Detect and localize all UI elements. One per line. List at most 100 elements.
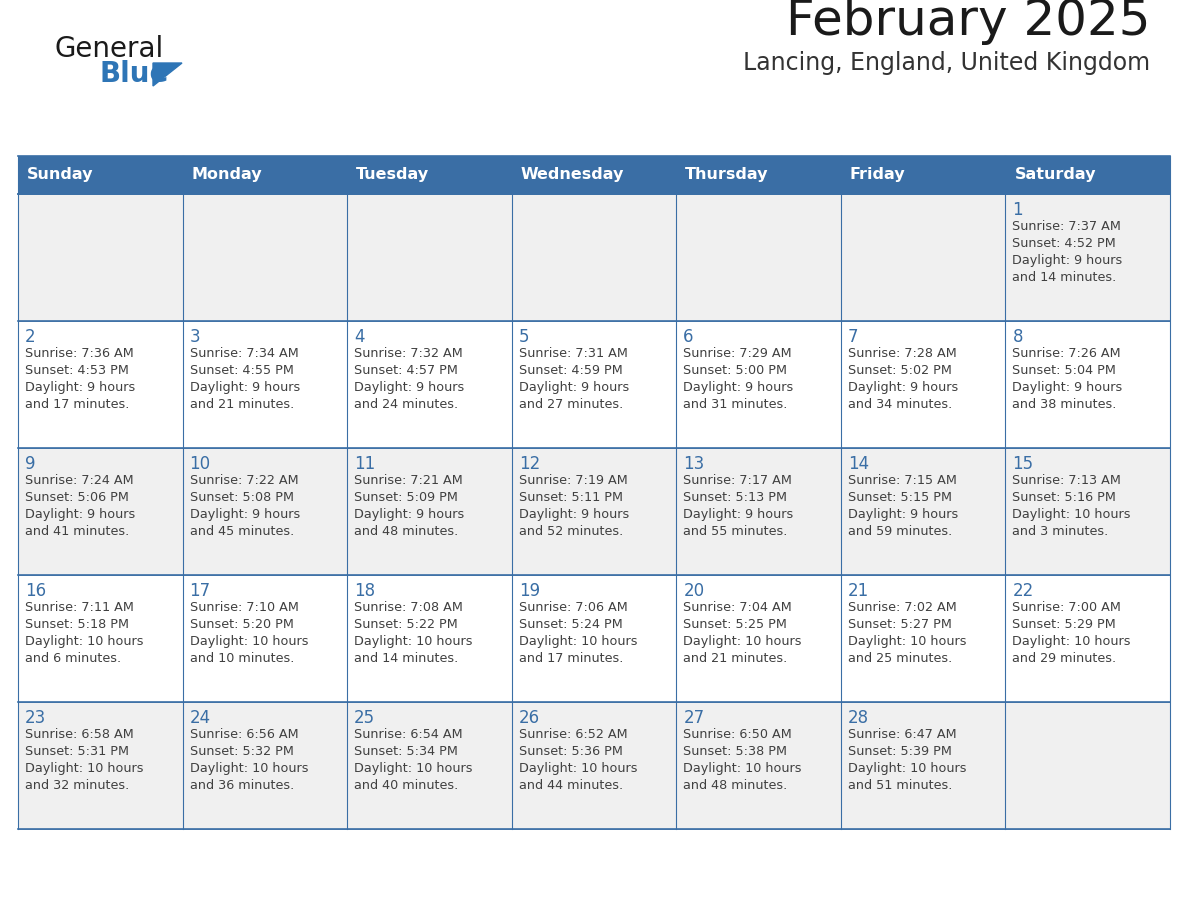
Bar xyxy=(676,194,841,321)
Text: Sunrise: 7:13 AM: Sunrise: 7:13 AM xyxy=(1012,474,1121,487)
Bar xyxy=(676,448,841,575)
Bar xyxy=(1005,702,1170,829)
Text: 25: 25 xyxy=(354,709,375,727)
Text: Sunrise: 7:24 AM: Sunrise: 7:24 AM xyxy=(25,474,133,487)
Text: Sunset: 5:36 PM: Sunset: 5:36 PM xyxy=(519,745,623,758)
Text: Daylight: 10 hours: Daylight: 10 hours xyxy=(519,635,637,648)
Text: Sunset: 5:00 PM: Sunset: 5:00 PM xyxy=(683,364,788,377)
Text: 19: 19 xyxy=(519,582,539,600)
Text: 5: 5 xyxy=(519,328,529,346)
Text: Sunrise: 6:58 AM: Sunrise: 6:58 AM xyxy=(25,728,134,741)
Text: Sunrise: 7:34 AM: Sunrise: 7:34 AM xyxy=(190,347,298,360)
Text: and 17 minutes.: and 17 minutes. xyxy=(519,652,623,665)
Text: Daylight: 9 hours: Daylight: 9 hours xyxy=(190,381,299,394)
Text: and 34 minutes.: and 34 minutes. xyxy=(848,398,952,411)
Text: Sunset: 5:15 PM: Sunset: 5:15 PM xyxy=(848,491,952,504)
Bar xyxy=(676,702,841,829)
Text: Sunset: 5:18 PM: Sunset: 5:18 PM xyxy=(25,618,129,631)
Text: 20: 20 xyxy=(683,582,704,600)
Bar xyxy=(18,194,183,321)
Text: and 25 minutes.: and 25 minutes. xyxy=(848,652,952,665)
Text: Daylight: 10 hours: Daylight: 10 hours xyxy=(683,762,802,775)
Bar xyxy=(183,156,347,194)
Text: and 21 minutes.: and 21 minutes. xyxy=(683,652,788,665)
Text: 8: 8 xyxy=(1012,328,1023,346)
Bar xyxy=(183,194,347,321)
Text: Daylight: 9 hours: Daylight: 9 hours xyxy=(683,381,794,394)
Text: Daylight: 9 hours: Daylight: 9 hours xyxy=(354,508,465,521)
Text: and 14 minutes.: and 14 minutes. xyxy=(1012,271,1117,284)
Text: Sunrise: 7:36 AM: Sunrise: 7:36 AM xyxy=(25,347,134,360)
Text: Daylight: 9 hours: Daylight: 9 hours xyxy=(25,508,135,521)
Text: and 52 minutes.: and 52 minutes. xyxy=(519,525,623,538)
Text: and 29 minutes.: and 29 minutes. xyxy=(1012,652,1117,665)
Text: Tuesday: Tuesday xyxy=(356,167,429,183)
Text: and 3 minutes.: and 3 minutes. xyxy=(1012,525,1108,538)
Text: Daylight: 9 hours: Daylight: 9 hours xyxy=(683,508,794,521)
Text: 26: 26 xyxy=(519,709,539,727)
Bar xyxy=(18,156,183,194)
Text: 11: 11 xyxy=(354,455,375,473)
Text: Saturday: Saturday xyxy=(1015,167,1095,183)
Text: Sunset: 4:53 PM: Sunset: 4:53 PM xyxy=(25,364,128,377)
Text: and 32 minutes.: and 32 minutes. xyxy=(25,779,129,792)
Bar xyxy=(512,575,676,702)
Text: Sunrise: 7:11 AM: Sunrise: 7:11 AM xyxy=(25,601,134,614)
Text: Sunset: 5:20 PM: Sunset: 5:20 PM xyxy=(190,618,293,631)
Text: Sunset: 5:27 PM: Sunset: 5:27 PM xyxy=(848,618,952,631)
Bar xyxy=(512,156,676,194)
Text: Sunset: 5:16 PM: Sunset: 5:16 PM xyxy=(1012,491,1117,504)
Text: Sunset: 4:55 PM: Sunset: 4:55 PM xyxy=(190,364,293,377)
Text: 1: 1 xyxy=(1012,201,1023,219)
Text: and 17 minutes.: and 17 minutes. xyxy=(25,398,129,411)
Text: and 24 minutes.: and 24 minutes. xyxy=(354,398,459,411)
Text: Sunday: Sunday xyxy=(27,167,94,183)
Text: Sunset: 5:02 PM: Sunset: 5:02 PM xyxy=(848,364,952,377)
Text: 10: 10 xyxy=(190,455,210,473)
Text: Daylight: 10 hours: Daylight: 10 hours xyxy=(848,635,966,648)
Text: Sunrise: 6:52 AM: Sunrise: 6:52 AM xyxy=(519,728,627,741)
Text: 21: 21 xyxy=(848,582,870,600)
Text: and 31 minutes.: and 31 minutes. xyxy=(683,398,788,411)
Text: Daylight: 10 hours: Daylight: 10 hours xyxy=(1012,508,1131,521)
Bar xyxy=(841,156,1005,194)
Bar xyxy=(347,156,512,194)
Bar xyxy=(1005,575,1170,702)
Text: and 21 minutes.: and 21 minutes. xyxy=(190,398,293,411)
Text: 4: 4 xyxy=(354,328,365,346)
Text: Sunrise: 7:00 AM: Sunrise: 7:00 AM xyxy=(1012,601,1121,614)
Text: 12: 12 xyxy=(519,455,541,473)
Text: 9: 9 xyxy=(25,455,36,473)
Text: and 38 minutes.: and 38 minutes. xyxy=(1012,398,1117,411)
Text: Sunrise: 7:06 AM: Sunrise: 7:06 AM xyxy=(519,601,627,614)
Text: and 48 minutes.: and 48 minutes. xyxy=(683,779,788,792)
Text: Sunset: 5:29 PM: Sunset: 5:29 PM xyxy=(1012,618,1117,631)
Text: Daylight: 9 hours: Daylight: 9 hours xyxy=(354,381,465,394)
Text: Sunrise: 6:56 AM: Sunrise: 6:56 AM xyxy=(190,728,298,741)
Text: Monday: Monday xyxy=(191,167,263,183)
Text: 2: 2 xyxy=(25,328,36,346)
Bar xyxy=(347,702,512,829)
Text: Sunrise: 7:28 AM: Sunrise: 7:28 AM xyxy=(848,347,956,360)
Text: 18: 18 xyxy=(354,582,375,600)
Text: and 41 minutes.: and 41 minutes. xyxy=(25,525,129,538)
Text: Sunset: 5:25 PM: Sunset: 5:25 PM xyxy=(683,618,788,631)
Text: Sunset: 5:06 PM: Sunset: 5:06 PM xyxy=(25,491,128,504)
Text: Daylight: 10 hours: Daylight: 10 hours xyxy=(683,635,802,648)
Text: and 40 minutes.: and 40 minutes. xyxy=(354,779,459,792)
Text: Sunrise: 7:10 AM: Sunrise: 7:10 AM xyxy=(190,601,298,614)
Text: Thursday: Thursday xyxy=(685,167,769,183)
Bar xyxy=(512,448,676,575)
Text: 17: 17 xyxy=(190,582,210,600)
Bar xyxy=(841,575,1005,702)
Bar xyxy=(841,321,1005,448)
Text: 14: 14 xyxy=(848,455,868,473)
Text: 16: 16 xyxy=(25,582,46,600)
Text: Daylight: 9 hours: Daylight: 9 hours xyxy=(1012,254,1123,267)
Bar xyxy=(347,321,512,448)
Text: Sunset: 5:38 PM: Sunset: 5:38 PM xyxy=(683,745,788,758)
Bar xyxy=(676,156,841,194)
Text: Sunrise: 7:02 AM: Sunrise: 7:02 AM xyxy=(848,601,956,614)
Text: Sunrise: 7:22 AM: Sunrise: 7:22 AM xyxy=(190,474,298,487)
Text: Daylight: 10 hours: Daylight: 10 hours xyxy=(354,635,473,648)
